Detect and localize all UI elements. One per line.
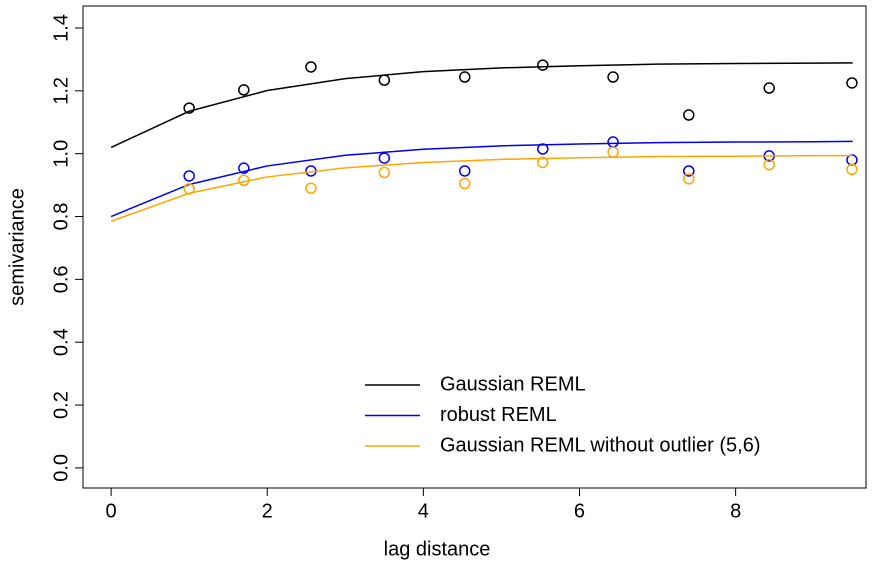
y-tick-label: 0.6 [50,265,72,293]
point [458,71,471,83]
legend-label: Gaussian REML without outlier (5,6) [440,434,761,456]
y-tick-label: 0.8 [50,203,72,231]
plot-box [82,5,867,489]
point [607,146,619,158]
point [378,74,391,86]
point [763,158,775,171]
x-axis-label: lag distance [384,538,491,560]
x-tick-label: 6 [574,500,585,522]
point [458,165,471,177]
point [238,162,250,174]
y-tick-label: 1.4 [50,14,72,42]
point [458,177,471,190]
y-tick-label: 1.0 [50,140,72,168]
point [763,82,775,94]
point [846,154,858,166]
y-tick-label: 0.2 [50,391,72,419]
point [846,163,858,176]
point [537,59,549,71]
point [846,77,858,89]
point [183,102,195,114]
point [607,71,619,83]
point [305,182,317,194]
fit-line [110,140,853,218]
x-tick-label: 4 [418,500,429,522]
legend-label: robust REML [440,404,557,426]
point [683,173,695,185]
fit-line [110,154,853,222]
point [378,166,391,179]
x-tick-label: 0 [106,500,117,522]
point [238,84,250,96]
x-tick-label: 2 [262,500,273,522]
y-tick-label: 1.2 [50,77,72,105]
legend-label: Gaussian REML [440,373,586,395]
y-axis-label: semivariance [6,188,28,306]
point [607,136,619,148]
point [238,174,250,187]
fit-line [110,62,853,149]
x-tick-label: 8 [730,500,741,522]
point [537,143,549,155]
y-tick-label: 0.4 [50,328,72,356]
y-tick-label: 0.0 [50,454,72,482]
point [683,109,695,121]
point [537,156,549,169]
point [378,152,391,164]
point [305,61,317,73]
point [683,165,695,177]
point [183,183,195,195]
point [183,170,195,182]
